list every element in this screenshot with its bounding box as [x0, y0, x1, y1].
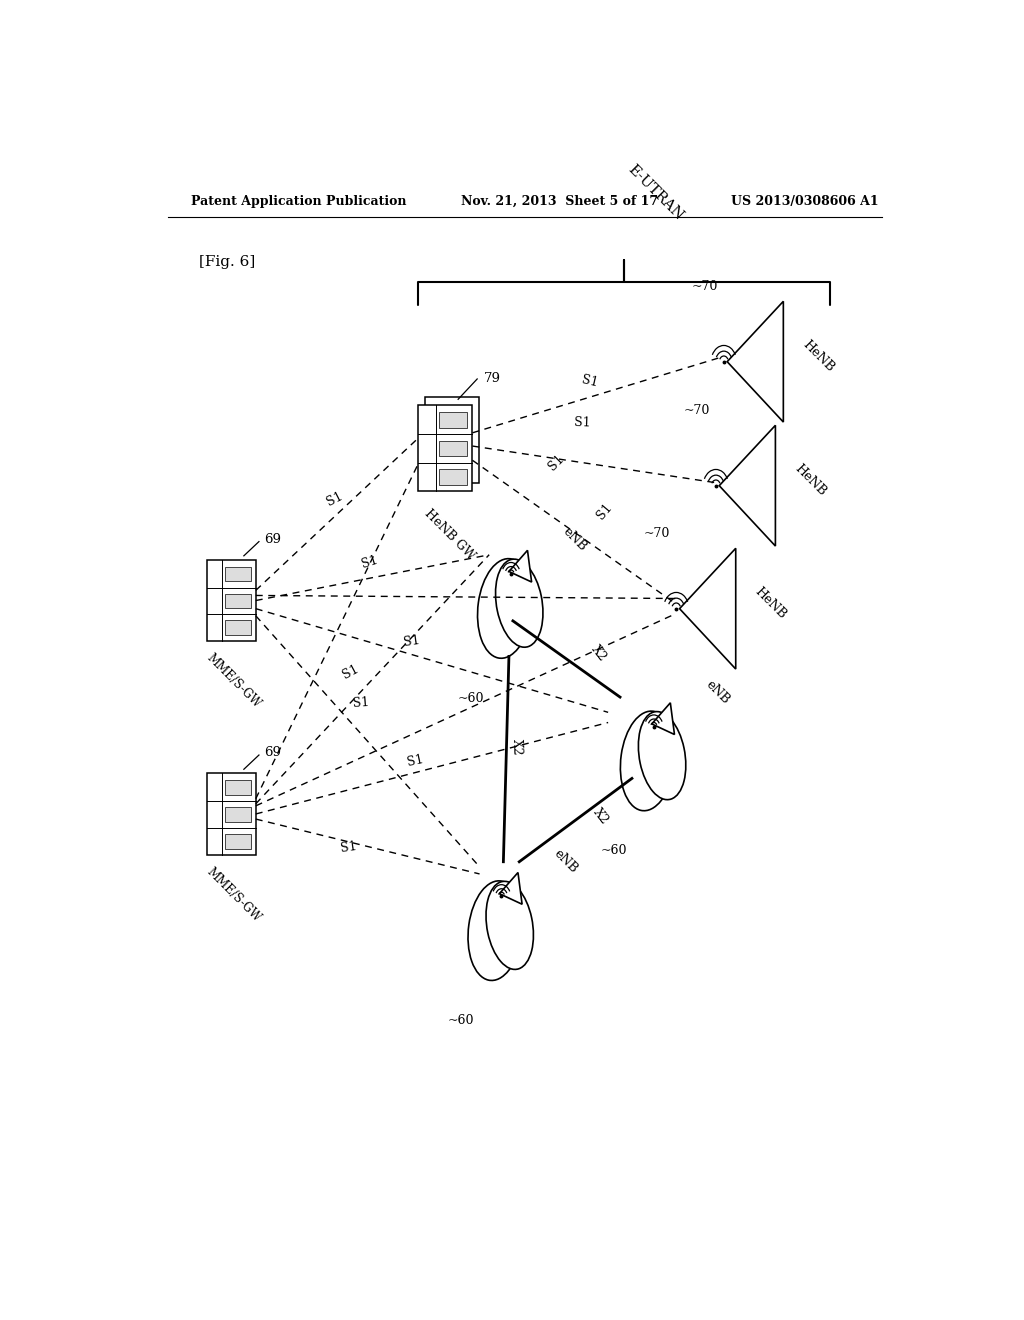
- Text: ~70: ~70: [644, 527, 671, 540]
- Text: X2: X2: [589, 643, 609, 664]
- Ellipse shape: [468, 880, 522, 981]
- Bar: [207, 774, 256, 854]
- Bar: [425, 397, 479, 483]
- Text: S1: S1: [340, 840, 357, 854]
- Text: Patent Application Publication: Patent Application Publication: [191, 194, 407, 207]
- Bar: [225, 566, 251, 581]
- Polygon shape: [719, 425, 775, 546]
- Text: 69: 69: [264, 533, 282, 546]
- Text: ~60: ~60: [458, 692, 484, 705]
- Text: S1: S1: [573, 416, 591, 430]
- Bar: [225, 620, 251, 635]
- Ellipse shape: [621, 711, 675, 810]
- Text: US 2013/0308606 A1: US 2013/0308606 A1: [731, 194, 879, 207]
- Text: S1: S1: [403, 634, 421, 649]
- Text: S1: S1: [406, 754, 425, 770]
- Text: S1: S1: [594, 502, 614, 523]
- Text: eNB: eNB: [560, 525, 589, 554]
- Bar: [207, 560, 256, 642]
- Ellipse shape: [496, 560, 543, 647]
- Polygon shape: [652, 702, 675, 734]
- Text: Nov. 21, 2013  Sheet 5 of 17: Nov. 21, 2013 Sheet 5 of 17: [461, 194, 658, 207]
- Text: S1: S1: [546, 453, 567, 474]
- Text: X2: X2: [510, 739, 523, 756]
- Text: ~70: ~70: [691, 280, 718, 293]
- Bar: [419, 405, 472, 491]
- Bar: [225, 780, 251, 795]
- Bar: [439, 412, 467, 428]
- Text: ~60: ~60: [447, 1014, 474, 1027]
- Text: MME/S-GW: MME/S-GW: [204, 651, 263, 710]
- Text: ~60: ~60: [600, 845, 627, 858]
- Bar: [439, 469, 467, 484]
- Polygon shape: [500, 873, 522, 904]
- Text: eNB: eNB: [703, 677, 732, 706]
- Text: HeNB: HeNB: [793, 462, 828, 499]
- Polygon shape: [680, 548, 735, 669]
- Text: 79: 79: [483, 372, 501, 385]
- Text: HeNB GW: HeNB GW: [422, 507, 477, 562]
- Text: S1: S1: [352, 696, 370, 710]
- Ellipse shape: [638, 711, 686, 800]
- Ellipse shape: [486, 882, 534, 969]
- Polygon shape: [727, 301, 783, 422]
- Text: ~70: ~70: [684, 404, 710, 417]
- Bar: [225, 594, 251, 609]
- Text: S1: S1: [340, 663, 360, 682]
- Text: S1: S1: [360, 553, 380, 572]
- Text: X2: X2: [591, 807, 611, 828]
- Text: eNB: eNB: [551, 847, 580, 876]
- Text: [Fig. 6]: [Fig. 6]: [200, 255, 256, 269]
- Text: S1: S1: [324, 490, 345, 510]
- Text: 69: 69: [264, 747, 282, 759]
- Bar: [439, 441, 467, 457]
- Bar: [225, 807, 251, 822]
- Text: E-UTRAN: E-UTRAN: [626, 162, 686, 223]
- Ellipse shape: [477, 558, 532, 659]
- Text: HeNB: HeNB: [753, 585, 790, 622]
- Text: HeNB: HeNB: [800, 338, 837, 375]
- Polygon shape: [509, 550, 531, 582]
- Bar: [225, 834, 251, 849]
- Text: S1: S1: [581, 374, 599, 391]
- Text: MME/S-GW: MME/S-GW: [204, 865, 263, 924]
